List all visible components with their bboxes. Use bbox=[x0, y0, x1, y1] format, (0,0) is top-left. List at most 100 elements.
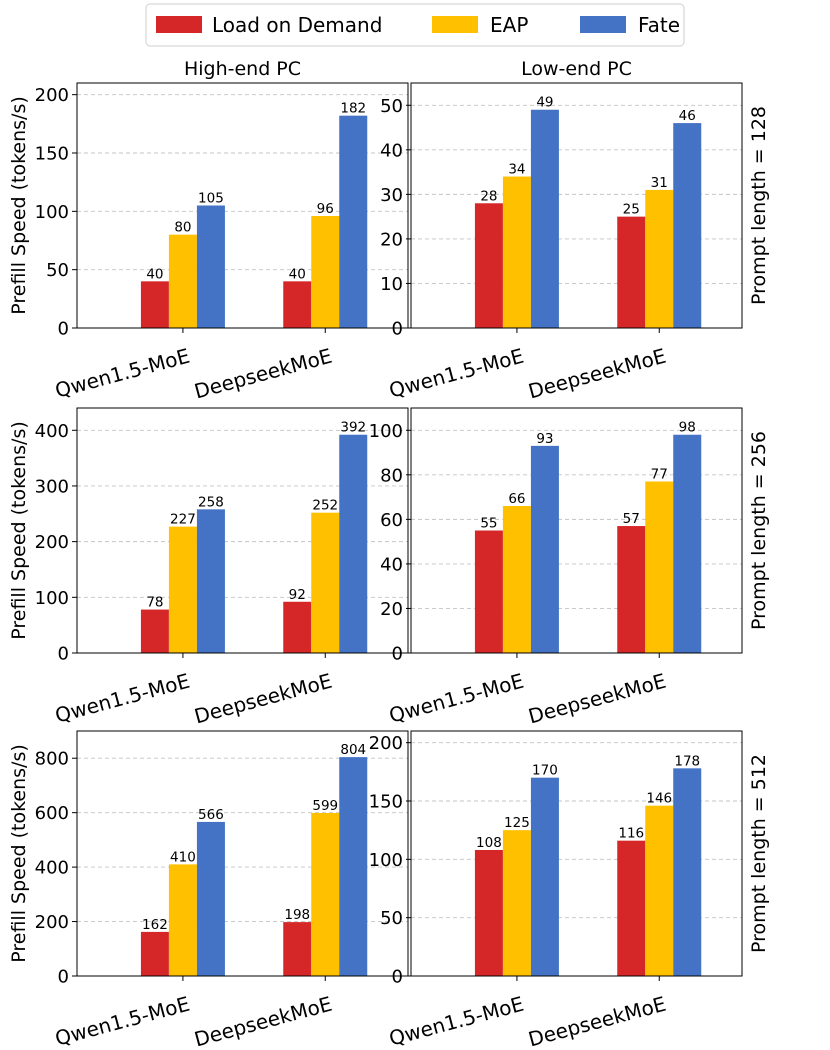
y-axis-label: Prefill Speed (tokens/s) bbox=[8, 96, 30, 315]
x-tick-label-qwen1-5-moe: Qwen1.5-MoE bbox=[386, 992, 526, 1050]
y-tick-label: 60 bbox=[380, 510, 403, 531]
bar-load-on-demand-deepseekmoe bbox=[617, 840, 646, 976]
data-label-eap-deepseekmoe: 599 bbox=[312, 798, 338, 814]
chart-panel-4: 0 20 40 60 80 100 55 66 93 Qwen1.5-MoE 57 77 98 Deeps… bbox=[369, 407, 770, 729]
y-tick-label: 0 bbox=[392, 319, 403, 340]
data-label-eap-deepseekmoe: 77 bbox=[651, 467, 668, 483]
data-label-eap-qwen1-5-moe: 66 bbox=[508, 491, 525, 507]
data-label-load-on-demand-qwen1-5-moe: 55 bbox=[480, 516, 497, 532]
x-tick-label-qwen1-5-moe: Qwen1.5-MoE bbox=[52, 669, 192, 728]
data-label-fate-deepseekmoe: 392 bbox=[340, 420, 366, 436]
data-label-fate-deepseekmoe: 178 bbox=[674, 753, 700, 769]
y-tick-label: 100 bbox=[369, 850, 403, 871]
bar-eap-deepseekmoe bbox=[645, 189, 674, 328]
x-tick-label-deepseekmoe: DeepseekMoE bbox=[526, 669, 669, 729]
legend-swatch-load-on-demand bbox=[156, 16, 202, 33]
y-tick-label: 300 bbox=[35, 476, 69, 497]
bar-eap-deepseekmoe bbox=[311, 812, 340, 976]
bar-load-on-demand-qwen1-5-moe bbox=[474, 530, 503, 653]
chart-panel-2: 0 10 20 30 40 50 28 34 49 Qwen1.5-MoE 25 31 46 Deepse… bbox=[380, 58, 770, 403]
data-label-load-on-demand-qwen1-5-moe: 162 bbox=[142, 917, 168, 933]
axes-frame bbox=[76, 730, 409, 977]
data-label-eap-qwen1-5-moe: 227 bbox=[170, 512, 196, 528]
chart-panel-1: 0501001502004080105Qwen1.5-MoE4096182Dee… bbox=[8, 58, 409, 404]
y-tick-label: 100 bbox=[35, 588, 69, 609]
y-tick-label: 50 bbox=[46, 260, 69, 281]
y-tick-label: 0 bbox=[392, 644, 403, 665]
y-tick-label: 200 bbox=[369, 733, 403, 754]
y-tick-label: 600 bbox=[35, 803, 69, 824]
y-tick-label: 800 bbox=[35, 749, 69, 770]
y-tick-label: 50 bbox=[380, 908, 403, 929]
x-tick-label-qwen1-5-moe: Qwen1.5-MoE bbox=[52, 992, 192, 1050]
bar-fate-qwen1-5-moe bbox=[530, 109, 559, 329]
row-label: Prompt length = 512 bbox=[748, 754, 770, 953]
x-tick-label-deepseekmoe: DeepseekMoE bbox=[192, 344, 335, 404]
data-label-fate-deepseekmoe: 46 bbox=[679, 108, 696, 124]
y-tick-label: 20 bbox=[380, 599, 403, 620]
x-tick-label-deepseekmoe: DeepseekMoE bbox=[192, 669, 335, 729]
y-tick-label: 400 bbox=[35, 421, 69, 442]
data-label-fate-deepseekmoe: 182 bbox=[340, 101, 366, 117]
y-tick-label: 150 bbox=[369, 792, 403, 813]
bar-load-on-demand-deepseekmoe bbox=[617, 216, 646, 328]
y-tick-label: 200 bbox=[35, 532, 69, 553]
bar-fate-deepseekmoe bbox=[339, 115, 368, 329]
data-label-load-on-demand-qwen1-5-moe: 78 bbox=[146, 595, 163, 611]
data-label-load-on-demand-deepseekmoe: 92 bbox=[289, 587, 306, 603]
bar-load-on-demand-deepseekmoe bbox=[283, 601, 312, 653]
panel-title: Low-end PC bbox=[521, 58, 632, 80]
data-label-eap-qwen1-5-moe: 34 bbox=[508, 162, 525, 178]
data-label-load-on-demand-qwen1-5-moe: 108 bbox=[476, 835, 502, 851]
bar-eap-qwen1-5-moe bbox=[502, 506, 531, 653]
bar-eap-qwen1-5-moe bbox=[168, 234, 197, 328]
legend-label-eap: EAP bbox=[490, 13, 528, 37]
x-tick-label-deepseekmoe: DeepseekMoE bbox=[526, 344, 669, 404]
axes-frame bbox=[410, 407, 743, 654]
row-label: Prompt length = 128 bbox=[748, 106, 770, 305]
data-label-fate-deepseekmoe: 98 bbox=[679, 420, 696, 436]
data-label-eap-deepseekmoe: 146 bbox=[646, 791, 672, 807]
x-tick-label-qwen1-5-moe: Qwen1.5-MoE bbox=[386, 669, 526, 728]
y-tick-label: 40 bbox=[380, 140, 403, 161]
bar-load-on-demand-qwen1-5-moe bbox=[140, 931, 169, 976]
data-label-eap-deepseekmoe: 96 bbox=[317, 201, 334, 217]
bar-fate-qwen1-5-moe bbox=[530, 777, 559, 976]
bar-eap-deepseekmoe bbox=[645, 481, 674, 653]
x-tick-label-deepseekmoe: DeepseekMoE bbox=[192, 992, 335, 1050]
y-tick-label: 150 bbox=[35, 144, 69, 165]
bar-eap-qwen1-5-moe bbox=[168, 864, 197, 976]
y-tick-label: 40 bbox=[380, 554, 403, 575]
y-tick-label: 200 bbox=[35, 85, 69, 106]
bar-fate-deepseekmoe bbox=[339, 757, 368, 976]
data-label-eap-deepseekmoe: 31 bbox=[651, 175, 668, 191]
bar-eap-deepseekmoe bbox=[645, 805, 674, 976]
bar-load-on-demand-deepseekmoe bbox=[283, 922, 312, 976]
axes-frame bbox=[76, 407, 409, 654]
y-tick-label: 30 bbox=[380, 185, 403, 206]
legend-swatch-eap bbox=[432, 16, 478, 33]
data-label-load-on-demand-deepseekmoe: 116 bbox=[618, 826, 644, 842]
legend-label-fate: Fate bbox=[638, 13, 680, 37]
bar-fate-qwen1-5-moe bbox=[196, 205, 225, 328]
data-label-fate-qwen1-5-moe: 49 bbox=[536, 95, 553, 111]
y-tick-label: 50 bbox=[380, 96, 403, 117]
bar-eap-deepseekmoe bbox=[311, 512, 340, 653]
data-label-load-on-demand-deepseekmoe: 198 bbox=[284, 907, 310, 923]
y-tick-label: 0 bbox=[392, 967, 403, 988]
bar-fate-qwen1-5-moe bbox=[196, 509, 225, 653]
bar-fate-deepseekmoe bbox=[673, 434, 702, 653]
y-tick-label: 80 bbox=[380, 465, 403, 486]
bar-load-on-demand-qwen1-5-moe bbox=[474, 203, 503, 328]
axes-frame bbox=[410, 82, 743, 329]
data-label-load-on-demand-qwen1-5-moe: 40 bbox=[146, 266, 163, 282]
data-label-eap-qwen1-5-moe: 125 bbox=[504, 815, 530, 831]
panels: 0501001502004080105Qwen1.5-MoE4096182Dee… bbox=[8, 58, 770, 1050]
bar-load-on-demand-qwen1-5-moe bbox=[140, 281, 169, 328]
y-tick-label: 0 bbox=[58, 644, 69, 665]
data-label-fate-qwen1-5-moe: 170 bbox=[532, 763, 558, 779]
bar-eap-qwen1-5-moe bbox=[502, 176, 531, 328]
data-label-fate-deepseekmoe: 804 bbox=[340, 742, 366, 758]
